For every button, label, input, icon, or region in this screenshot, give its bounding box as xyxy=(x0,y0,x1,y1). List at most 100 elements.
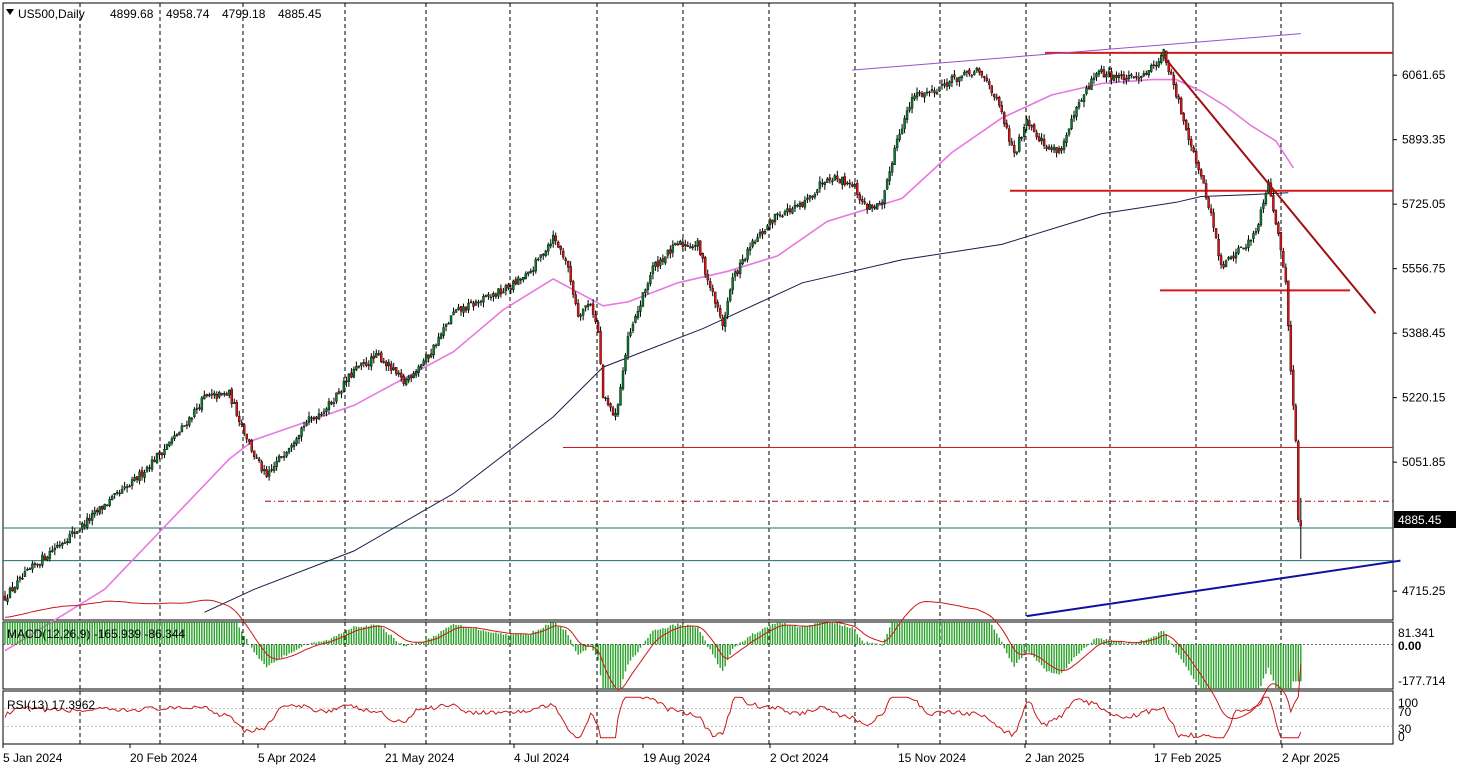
candle-body xyxy=(1294,405,1298,441)
candle-body xyxy=(1135,75,1138,78)
candle-body xyxy=(990,85,993,94)
candle-body xyxy=(444,324,448,327)
candle-body xyxy=(145,466,149,472)
candle-body xyxy=(895,138,899,149)
candle-body xyxy=(606,398,610,405)
candle-body xyxy=(128,485,131,488)
candle-body xyxy=(1008,128,1011,142)
candle-body xyxy=(492,293,495,297)
candle-body xyxy=(1269,182,1273,197)
candle-body xyxy=(651,265,655,275)
y-tick-label: 4715.25 xyxy=(1402,584,1446,598)
rsi-tick-70: 70 xyxy=(1398,705,1412,719)
candle-body xyxy=(900,128,904,134)
candle-body xyxy=(938,86,941,92)
candle-body xyxy=(863,201,866,204)
candle-body xyxy=(1244,247,1248,250)
x-tick-label: 4 Jul 2024 xyxy=(514,751,570,765)
candle-body xyxy=(788,208,792,213)
candle-body xyxy=(400,372,403,378)
candle-body xyxy=(86,517,89,528)
candle-body xyxy=(220,393,223,395)
candle-body xyxy=(1090,78,1093,90)
candle-body xyxy=(372,355,376,359)
candle-body xyxy=(21,577,24,580)
y-tick-label: 5556.75 xyxy=(1402,262,1446,276)
candle-body xyxy=(402,375,405,384)
candle-body xyxy=(153,459,156,463)
candle-body xyxy=(335,392,338,402)
candle-body xyxy=(532,270,535,272)
y-tick-label: 6061.65 xyxy=(1402,68,1446,82)
candle-body xyxy=(656,260,660,268)
candle-body xyxy=(1018,136,1021,152)
candle-body xyxy=(681,242,685,247)
candle-body xyxy=(1199,169,1203,177)
candle-body xyxy=(312,417,316,419)
candle-body xyxy=(33,563,37,565)
candle-body xyxy=(1284,267,1288,283)
candle-body xyxy=(893,147,896,166)
candle-body xyxy=(569,266,572,282)
candle-body xyxy=(1065,135,1068,143)
dropdown-triangle-icon[interactable] xyxy=(6,9,14,15)
candle-body xyxy=(873,206,876,209)
price-panel xyxy=(2,2,1394,621)
candle-body xyxy=(1035,132,1038,138)
candle-body xyxy=(1087,86,1091,89)
candle-body xyxy=(459,306,463,312)
candle-body xyxy=(98,506,101,514)
candle-body xyxy=(1140,76,1143,78)
candle-body xyxy=(691,246,694,248)
candle-body xyxy=(875,203,879,210)
candle-body xyxy=(355,366,358,371)
candle-body xyxy=(1234,252,1238,259)
candle-body xyxy=(414,371,418,376)
candle-body xyxy=(778,214,782,217)
rising-support-line xyxy=(1026,559,1401,618)
candle-body xyxy=(499,288,503,295)
candle-body xyxy=(53,547,57,551)
candle-body xyxy=(870,205,874,209)
candle-body xyxy=(407,376,410,381)
candle-body xyxy=(1070,118,1073,130)
candle-body xyxy=(950,75,954,83)
candle-body xyxy=(699,240,702,255)
candle-body xyxy=(300,427,303,437)
candle-body xyxy=(1020,137,1023,139)
candle-body xyxy=(756,236,759,242)
candle-body xyxy=(783,211,787,216)
candle-body xyxy=(684,243,687,246)
candle-body xyxy=(1214,228,1218,239)
candle-body xyxy=(960,75,964,79)
candle-body xyxy=(761,231,764,235)
candle-body xyxy=(502,291,505,294)
candle-body xyxy=(262,469,266,472)
candle-body xyxy=(213,392,216,396)
candle-body xyxy=(576,303,580,317)
candle-body xyxy=(1125,78,1128,81)
candle-body xyxy=(751,240,754,247)
candle-body xyxy=(995,97,998,99)
candle-body xyxy=(1127,74,1131,80)
candle-body xyxy=(1010,141,1013,146)
candle-body xyxy=(235,402,238,416)
x-tick-label: 2 Apr 2025 xyxy=(1282,751,1340,765)
candle-body xyxy=(1062,140,1066,150)
candle-body xyxy=(910,97,914,109)
candle-body xyxy=(390,363,393,371)
candle-body xyxy=(529,270,532,273)
rsi-tick-100: 100 xyxy=(1398,696,1418,710)
candle-body xyxy=(1102,69,1106,78)
candle-body xyxy=(1157,61,1160,67)
macd-tick-low: -177.714 xyxy=(1398,674,1446,688)
candle-body xyxy=(659,259,662,266)
candle-body xyxy=(41,554,44,566)
candle-body xyxy=(1025,119,1028,126)
candle-body xyxy=(701,253,704,259)
candle-body xyxy=(1262,202,1265,209)
horizontal-levels xyxy=(3,51,1393,562)
candle-body xyxy=(133,477,136,481)
candle-body xyxy=(537,258,540,261)
y-tick-label: 5893.35 xyxy=(1402,133,1446,147)
